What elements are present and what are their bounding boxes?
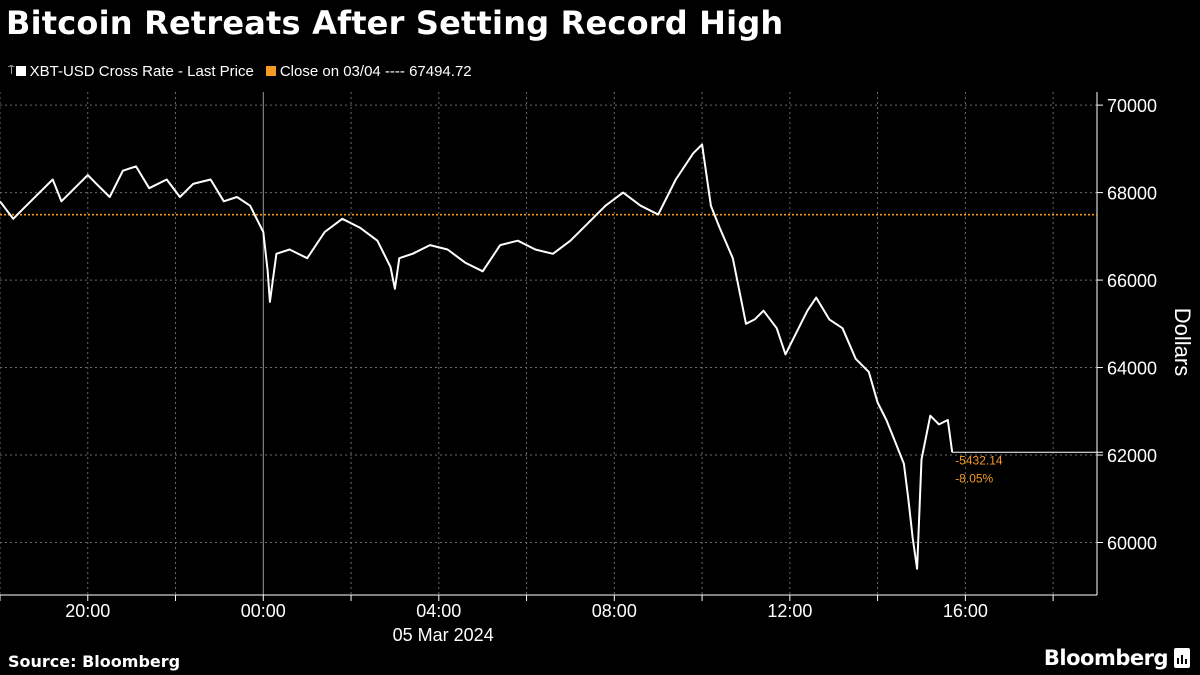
x-tick-label: 12:00: [767, 601, 812, 621]
y-tick-label: 66000: [1107, 271, 1157, 291]
y-tick-label: 64000: [1107, 359, 1157, 379]
brand-wordmark: Bloomberg: [1043, 646, 1169, 670]
bloomberg-bars-icon: [1174, 648, 1190, 668]
source-note: Source: Bloomberg: [8, 652, 181, 671]
legend-label-close: Close on 03/04 ---- 67494.72: [279, 62, 472, 80]
y-axis-label: Dollars: [1170, 308, 1195, 376]
change-value-label: -5432.14: [955, 453, 1003, 467]
series-line-icon: ⍑: [8, 64, 15, 77]
x-tick-label: 08:00: [592, 601, 637, 621]
legend-label-last-price: XBT-USD Cross Rate - Last Price: [29, 62, 254, 80]
legend-swatch-last-price: [15, 66, 26, 76]
x-tick-label: 04:00: [416, 601, 461, 621]
y-tick-label: 68000: [1107, 184, 1157, 204]
chart-title: Bitcoin Retreats After Setting Record Hi…: [6, 4, 784, 42]
y-tick-label: 60000: [1107, 534, 1157, 554]
change-percent-label: -8.05%: [955, 471, 993, 485]
x-tick-label: 16:00: [943, 601, 988, 621]
y-tick-label: 70000: [1107, 96, 1157, 116]
x-tick-label: 00:00: [241, 601, 286, 621]
x-tick-label: 20:00: [65, 601, 110, 621]
chart-legend: ⍑ XBT-USD Cross Rate - Last Price Close …: [8, 62, 484, 80]
legend-item-last-price: ⍑ XBT-USD Cross Rate - Last Price: [8, 63, 254, 80]
price-series-line: [0, 143, 954, 570]
y-tick-label: 62000: [1107, 446, 1157, 466]
x-axis-label: 05 Mar 2024: [393, 625, 494, 645]
legend-item-close: Close on 03/04 ---- 67494.72: [265, 62, 472, 80]
brand-logo: Bloomberg: [1044, 646, 1190, 670]
legend-swatch-close: [265, 66, 276, 76]
